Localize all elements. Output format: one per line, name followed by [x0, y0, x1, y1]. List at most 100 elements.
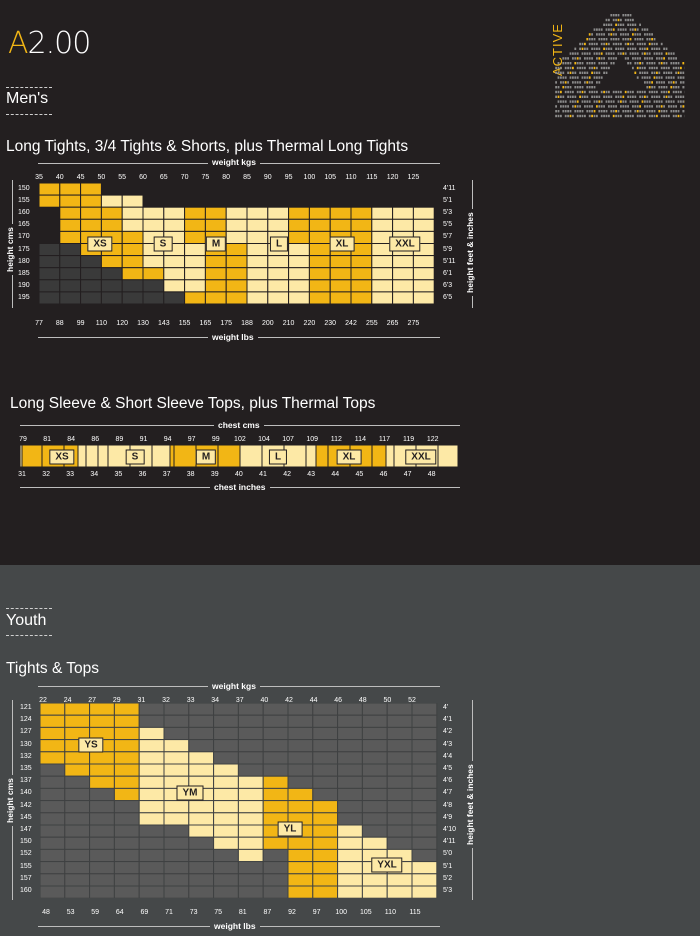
logo-dot [596, 90, 598, 94]
logo-dot [562, 76, 565, 79]
logo-dot [562, 57, 565, 60]
logo-dot [634, 57, 637, 60]
logo-dot [593, 47, 596, 50]
logo-dot [564, 86, 567, 89]
bottoms-cell [412, 206, 435, 220]
logo-dot [612, 105, 615, 108]
logo-dot [632, 28, 634, 31]
youth-cell [312, 848, 339, 863]
logo-dot [569, 95, 572, 98]
youth-cell [337, 703, 363, 716]
logo-dot [663, 66, 665, 70]
bottoms-cell [308, 291, 331, 305]
youth-cell [361, 873, 388, 887]
bottoms-cell [412, 291, 435, 305]
logo-dot [610, 100, 613, 103]
logo-dot [663, 95, 665, 98]
logo-dot [555, 105, 557, 108]
logo-dot [605, 52, 608, 55]
youth-cell [386, 703, 413, 716]
logo-dot [572, 57, 574, 60]
logo-dot [627, 114, 629, 118]
logo-dot [605, 28, 608, 31]
logo-dot [632, 52, 634, 55]
logo-dot [576, 76, 579, 79]
logo-dot [562, 95, 565, 98]
logo-dot [581, 110, 584, 113]
logo-dot [584, 42, 586, 46]
logo-dot [598, 105, 601, 108]
logo-dot [560, 105, 562, 108]
logo-dot [572, 81, 574, 84]
logo-dot [634, 38, 637, 41]
logo-dot [668, 71, 670, 74]
logo-dot [567, 95, 569, 98]
logo-dot [612, 14, 615, 17]
tops-size-label-s: S [125, 449, 145, 465]
youth-cell [237, 775, 264, 789]
youth-cell [40, 739, 66, 753]
bottoms-cell [184, 243, 206, 257]
youth-cell [213, 824, 239, 838]
logo-dot [569, 52, 572, 55]
logo-dot [615, 57, 617, 60]
logo-dot [651, 114, 653, 118]
logo-dot [675, 62, 677, 65]
logo-dot [588, 66, 591, 70]
logo-dot [675, 86, 677, 89]
logo-dot [663, 81, 665, 84]
logo-dot [682, 71, 685, 74]
youth-cell [337, 812, 363, 826]
youth-lb-tick: 53 [66, 909, 75, 916]
youth-cell [287, 787, 314, 802]
logo-dot [646, 95, 649, 98]
logo-dot [622, 95, 625, 98]
bottoms-cell [350, 255, 373, 269]
logo-dot [608, 114, 610, 118]
youth-cell [287, 848, 314, 863]
youth-cell [361, 726, 388, 741]
logo-dot [622, 38, 625, 41]
logo-dot [576, 66, 579, 70]
logo-dot [576, 62, 579, 65]
youth-cell [113, 739, 140, 753]
bottoms-cell [329, 267, 352, 281]
youth-cell [188, 836, 215, 850]
logo-dot [646, 76, 649, 79]
logo-dot [579, 57, 581, 60]
logo-dot [596, 95, 598, 98]
youth-cell [411, 885, 438, 898]
chest-cm-tick: 112 [330, 436, 342, 443]
logo-dot [651, 47, 653, 50]
logo-dot [574, 47, 577, 50]
logo-dot [586, 62, 589, 65]
bottoms-cell [267, 218, 290, 232]
logo-dot [627, 23, 629, 26]
bottoms-cell [225, 255, 248, 269]
youth-cell [262, 775, 289, 789]
logo-dot [605, 47, 608, 50]
bottoms-cell [80, 183, 102, 196]
youth-cm-tick: 140 [20, 789, 32, 797]
youth-cell [287, 861, 314, 875]
logo-dot [639, 95, 641, 98]
logo-dot [639, 114, 641, 118]
youth-kg-tick: 22 [39, 697, 47, 704]
logo-dot [629, 95, 632, 98]
logo-dot [617, 23, 620, 26]
youth-cell [237, 800, 264, 814]
logo-dot [574, 52, 577, 55]
lb-tick: 88 [55, 320, 64, 327]
logo-dot [586, 52, 589, 55]
logo-dot [658, 76, 661, 79]
bottoms-cell [142, 206, 165, 220]
logo-dot [636, 105, 639, 108]
logo-dot [588, 76, 591, 79]
bottoms-cell [184, 279, 206, 293]
youth-cell [213, 763, 239, 777]
tops-top-axis-title: chest cms [214, 420, 264, 430]
logo-dot [677, 90, 680, 94]
logo-dot [608, 18, 610, 22]
logo-dot [675, 66, 677, 70]
youth-lb-tick: 69 [140, 909, 149, 916]
